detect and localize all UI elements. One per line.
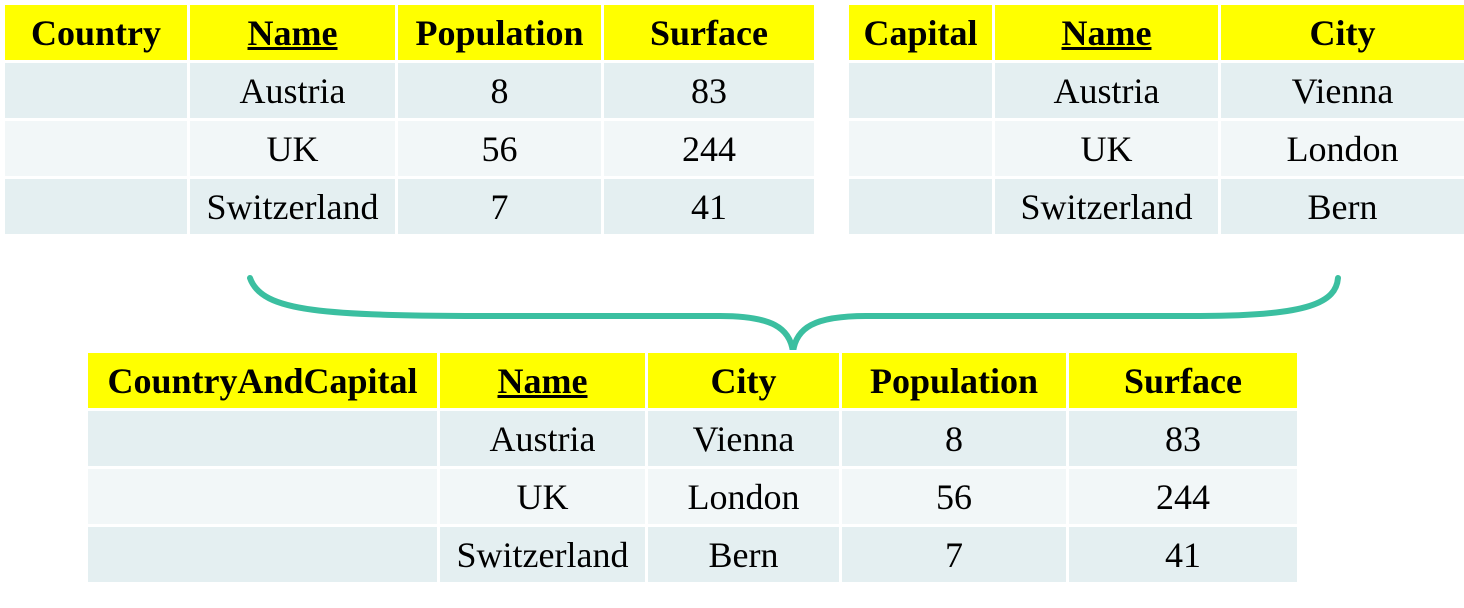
table-cell: 244 [601,118,817,179]
row-spacer-cell [2,60,190,121]
table-cell: Switzerland [992,176,1221,237]
joined-table-header: CountryAndCapital Name City Population S… [85,350,1300,411]
table-row: Switzerland Bern 7 41 [85,524,1300,585]
row-spacer-cell [2,176,190,237]
table-cell: 83 [1066,408,1300,469]
table-cell: London [645,466,842,527]
table-row: Austria 8 83 [2,60,817,121]
country-col-name: Name [187,2,398,63]
table-cell: Austria [437,408,648,469]
join-brace-curve [247,275,1341,353]
row-spacer-cell [846,118,995,179]
table-cell: Austria [992,60,1221,121]
table-cell: 7 [839,524,1069,585]
table-row: Austria Vienna 8 83 [85,408,1300,469]
table-cell: 56 [839,466,1069,527]
joined-relation-name: CountryAndCapital [85,350,440,411]
joined-table: CountryAndCapital Name City Population S… [85,350,1300,585]
table-cell: 41 [601,176,817,237]
table-row: Switzerland 7 41 [2,176,817,237]
table-cell: Bern [1218,176,1464,237]
country-relation-name: Country [2,2,190,63]
table-cell: 8 [839,408,1069,469]
table-cell: Bern [645,524,842,585]
country-col-surface: Surface [601,2,817,63]
country-table-header: Country Name Population Surface [2,2,817,63]
country-col-population: Population [395,2,604,63]
capital-col-name: Name [992,2,1221,63]
table-cell: Switzerland [437,524,648,585]
capital-col-city: City [1218,2,1464,63]
row-spacer-cell [85,466,440,527]
table-cell: Vienna [645,408,842,469]
joined-col-surface: Surface [1066,350,1300,411]
table-row: Switzerland Bern [846,176,1464,237]
table-cell: Vienna [1218,60,1464,121]
table-cell: 7 [395,176,604,237]
table-row: UK London 56 244 [85,466,1300,527]
table-row: Austria Vienna [846,60,1464,121]
joined-col-city: City [645,350,842,411]
joined-col-population: Population [839,350,1069,411]
capital-table-header: Capital Name City [846,2,1464,63]
table-cell: 41 [1066,524,1300,585]
row-spacer-cell [2,118,190,179]
table-cell: UK [437,466,648,527]
capital-table: Capital Name City Austria Vienna UK Lond… [846,2,1464,237]
table-row: UK 56 244 [2,118,817,179]
table-cell: Austria [187,60,398,121]
table-cell: 8 [395,60,604,121]
table-row: UK London [846,118,1464,179]
table-cell: UK [992,118,1221,179]
table-cell: London [1218,118,1464,179]
country-table: Country Name Population Surface Austria … [2,2,817,237]
row-spacer-cell [846,176,995,237]
table-cell: UK [187,118,398,179]
table-cell: Switzerland [187,176,398,237]
row-spacer-cell [846,60,995,121]
table-cell: 83 [601,60,817,121]
capital-relation-name: Capital [846,2,995,63]
table-cell: 56 [395,118,604,179]
joined-col-name: Name [437,350,648,411]
table-cell: 244 [1066,466,1300,527]
row-spacer-cell [85,408,440,469]
row-spacer-cell [85,524,440,585]
